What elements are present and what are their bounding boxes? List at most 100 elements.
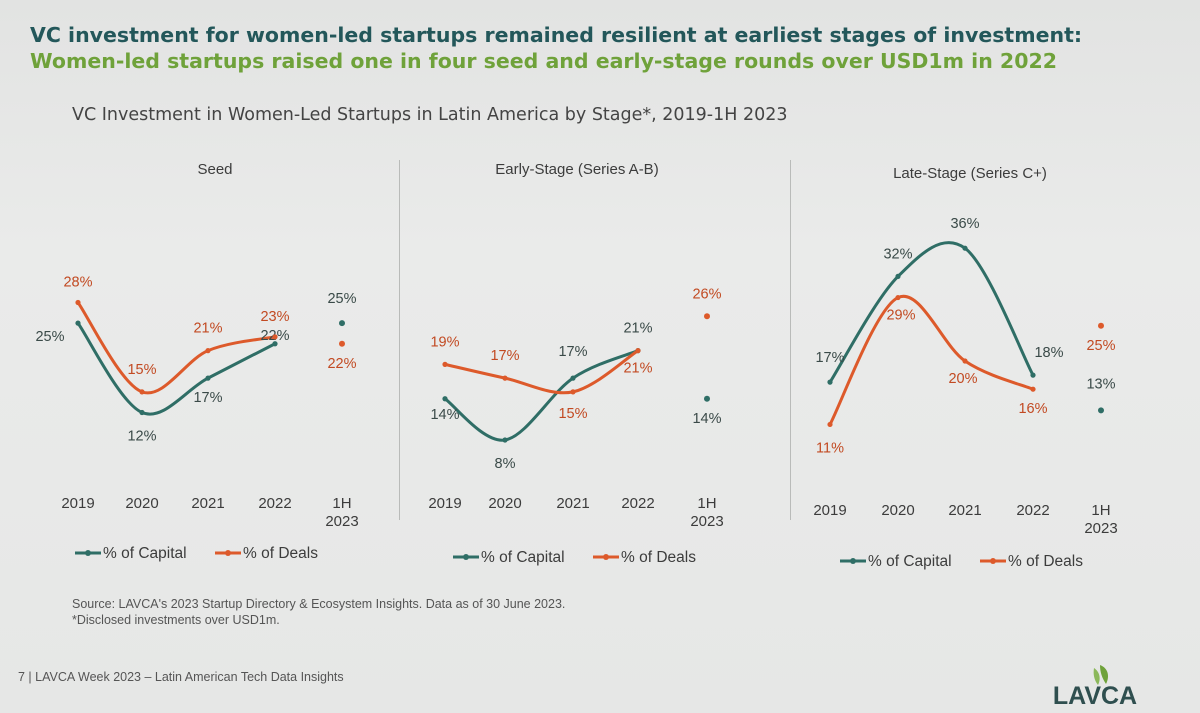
data-point-capital <box>272 341 278 347</box>
x-tick-label: 2022 <box>1016 502 1049 519</box>
data-label-deals: 21% <box>193 321 222 337</box>
data-label-deals: 17% <box>490 348 519 364</box>
x-tick-label: 2020 <box>125 495 158 512</box>
data-label-deals: 15% <box>127 362 156 378</box>
panel-late-stage: Late-Stage (Series C+) 17% 32% 36% 18% 13% 11%… <box>795 150 1185 580</box>
data-point-capital <box>570 375 576 381</box>
data-label-capital: 32% <box>883 246 912 262</box>
slide-footer: 7 | LAVCA Week 2023 – Latin American Tec… <box>18 670 344 684</box>
data-point-capital <box>827 379 833 385</box>
data-label-capital: 17% <box>558 344 587 360</box>
x-tick-label: 1H 2023 <box>325 495 358 530</box>
data-label-capital: 25% <box>327 291 356 307</box>
x-tick-label: 2019 <box>428 495 461 512</box>
data-label-deals: 19% <box>430 334 459 350</box>
slide-headline: VC investment for women-led startups rem… <box>30 22 1180 74</box>
data-label-capital: 8% <box>495 456 516 472</box>
data-point-deals <box>139 389 145 395</box>
panel-title: Early-Stage (Series A-B) <box>495 161 658 178</box>
data-label-capital: 12% <box>127 429 156 445</box>
panel-divider <box>790 160 791 520</box>
series-line-deals <box>828 294 1035 426</box>
x-tick-label: 2021 <box>191 495 224 512</box>
source-note: Source: LAVCA's 2023 Startup Directory &… <box>72 597 566 611</box>
legend-label-deals: % of Deals <box>621 549 696 566</box>
data-label-capital: 14% <box>430 407 459 423</box>
x-tick-label: 2019 <box>813 502 846 519</box>
legend-marker-capital <box>463 554 469 560</box>
disclosure-note: *Disclosed investments over USD1m. <box>72 613 280 627</box>
series-line-capital <box>828 241 1035 384</box>
data-point-capital <box>502 437 508 443</box>
legend-label-capital: % of Capital <box>103 545 187 562</box>
panel-title: Late-Stage (Series C+) <box>893 165 1047 182</box>
series-line-capital <box>76 321 277 416</box>
data-point-capital <box>442 396 448 402</box>
footnote: Source: LAVCA's 2023 Startup Directory &… <box>72 596 565 628</box>
data-point-capital <box>1030 372 1036 378</box>
x-tick-label: 2020 <box>488 495 521 512</box>
data-label-capital: 18% <box>1034 345 1063 361</box>
data-label-capital: 21% <box>623 321 652 337</box>
data-point-deals <box>339 340 345 347</box>
lavca-logo: LAVCA <box>1053 665 1137 707</box>
x-tick-label: 1H 2023 <box>1084 502 1117 537</box>
x-tick-label: 2022 <box>621 495 654 512</box>
data-label-capital: 14% <box>692 411 721 427</box>
legend-label-deals: % of Deals <box>1008 553 1083 570</box>
legend-marker-deals <box>603 554 609 560</box>
data-label-deals: 23% <box>260 309 289 325</box>
legend-marker-capital <box>85 550 91 556</box>
early-stage-chart: Early-Stage (Series A-B) 14% 8% 17% 21% 14% 19… <box>428 161 723 566</box>
data-label-deals: 29% <box>886 308 915 324</box>
series-line-capital <box>443 349 640 442</box>
data-label-deals: 26% <box>692 286 721 302</box>
data-point-deals <box>895 294 901 301</box>
x-tick-label: 2021 <box>556 495 589 512</box>
series-line-deals <box>76 301 277 395</box>
chart-subtitle: VC Investment in Women-Led Startups in L… <box>72 105 788 125</box>
data-label-deals: 15% <box>558 406 587 422</box>
panel-seed: Seed25%12%17%22%25%28%15%21%23%22%201920… <box>20 150 390 580</box>
x-tick-label: 2020 <box>881 502 914 519</box>
data-point-deals <box>502 375 508 381</box>
data-label-capital: 25% <box>35 329 64 345</box>
headline-part1: VC investment for women-led startups rem… <box>30 23 1083 47</box>
legend-label-deals: % of Deals <box>243 545 318 562</box>
data-point-deals <box>827 421 833 428</box>
data-label-capital: 17% <box>815 350 844 366</box>
leaf-icon <box>1093 665 1108 685</box>
data-point-capital <box>962 245 968 251</box>
data-point-deals <box>442 361 448 367</box>
x-tick-label: 1H 2023 <box>690 495 723 530</box>
data-point-capital <box>75 320 81 326</box>
data-point-deals <box>962 358 968 364</box>
legend-marker-deals <box>990 558 996 564</box>
data-point-capital <box>139 409 145 416</box>
data-label-deals: 21% <box>623 361 652 377</box>
data-label-deals: 20% <box>948 371 977 387</box>
x-tick-label: 2019 <box>61 495 94 512</box>
data-label-capital: 13% <box>1086 376 1115 392</box>
data-label-deals: 25% <box>1086 338 1115 354</box>
headline-part2: Women-led startups raised one in four se… <box>30 49 1057 73</box>
data-point-deals <box>570 389 576 395</box>
data-point-capital <box>339 320 345 327</box>
data-label-deals: 16% <box>1018 401 1047 417</box>
data-point-deals <box>75 299 81 306</box>
data-point-capital <box>704 395 710 402</box>
data-label-deals: 28% <box>63 275 92 291</box>
data-point-deals <box>704 313 710 320</box>
legend-marker-deals <box>225 550 231 556</box>
panel-early-stage: Early-Stage (Series A-B) 14% 8% 17% 21% 14% 19… <box>405 150 785 580</box>
data-point-deals <box>1098 322 1104 329</box>
data-label-deals: 11% <box>816 440 844 456</box>
panel-title: Seed <box>197 161 232 178</box>
logo-text: LAVCA <box>1053 682 1137 707</box>
x-tick-label: 2021 <box>948 502 981 519</box>
seed-chart: Seed25%12%17%22%25%28%15%21%23%22%201920… <box>35 161 358 562</box>
data-point-deals <box>635 348 641 354</box>
data-point-capital <box>205 375 211 381</box>
data-label-capital: 36% <box>950 216 979 232</box>
data-point-deals <box>272 334 278 340</box>
